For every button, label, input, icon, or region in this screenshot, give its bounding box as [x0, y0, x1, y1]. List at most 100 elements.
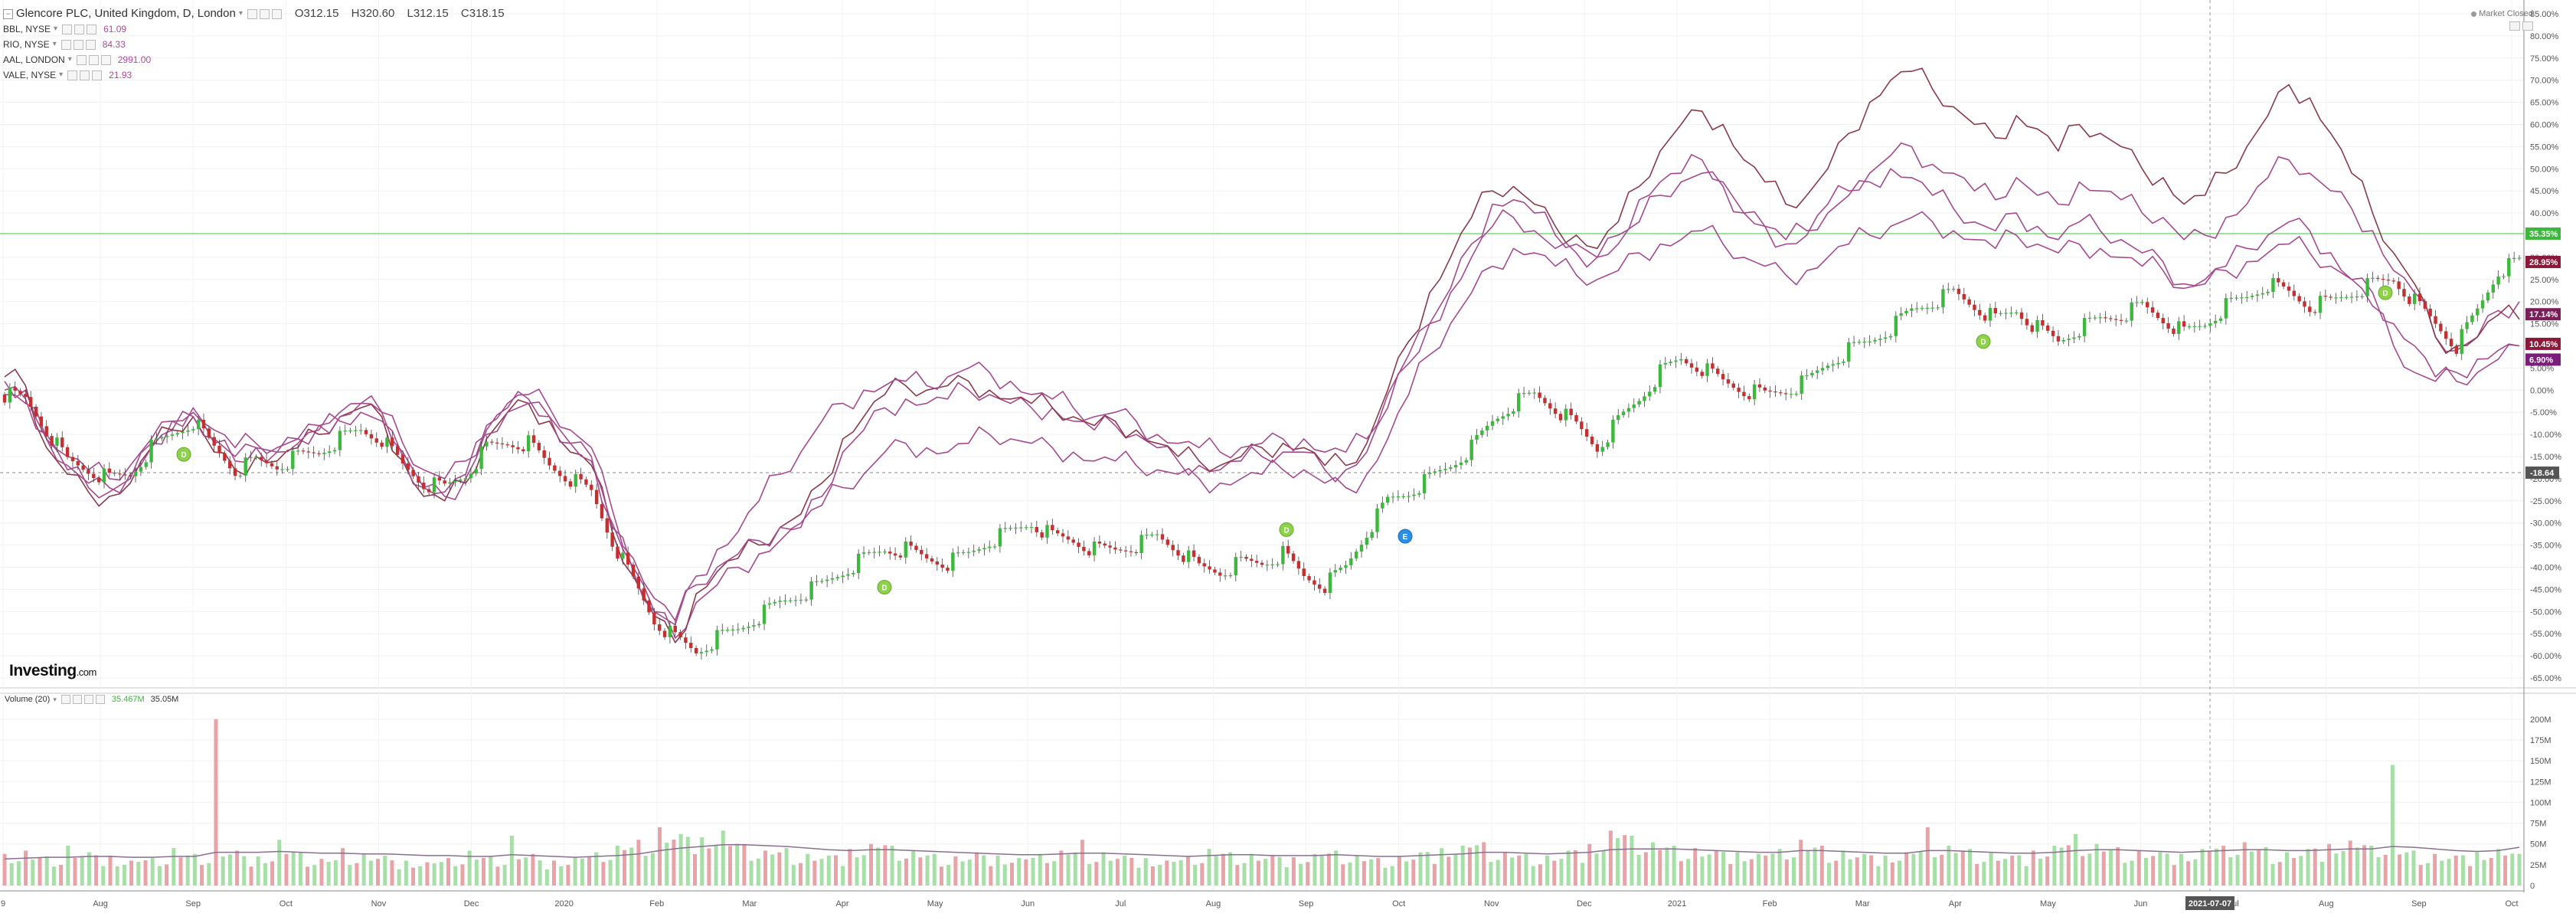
volume-bar [2151, 856, 2156, 886]
volume-bar [939, 866, 943, 886]
volume-bar [1890, 862, 1894, 886]
chevron-down-icon[interactable]: ▾ [67, 55, 72, 64]
settings-icon[interactable] [62, 24, 73, 34]
settings-icon[interactable] [67, 70, 78, 80]
candle-body [139, 467, 143, 472]
candle-body [1501, 416, 1505, 419]
candle-body [537, 443, 541, 450]
candle-body [1119, 549, 1123, 551]
volume-bar [2292, 857, 2296, 886]
close-icon[interactable] [83, 695, 93, 704]
candle-body [1584, 429, 1589, 437]
candle-body [1527, 392, 1532, 394]
maximize-button[interactable] [2522, 21, 2533, 31]
compare-legend: BBL, NYSE ▾ 61.09 RIO, NYSE ▾ 84.33 AAL, LONDO… [3, 21, 514, 83]
candle-body [1522, 393, 1526, 395]
collapse-toggle-button[interactable]: − [3, 8, 13, 19]
volume-bar [861, 855, 866, 886]
candle-body [479, 446, 483, 470]
volume-bar [2172, 865, 2176, 886]
candle-body [39, 416, 44, 427]
settings-icon[interactable] [60, 695, 70, 704]
close-icon[interactable] [100, 54, 111, 65]
hide-icon[interactable] [88, 54, 99, 65]
candle-body [804, 599, 808, 601]
candle-body [1983, 315, 1987, 321]
candle-body [1674, 360, 1678, 362]
volume-bar [397, 869, 401, 886]
volume-bar [165, 864, 169, 886]
volume-bar [1834, 860, 1839, 886]
settings-button[interactable] [2509, 21, 2520, 31]
candle-body [1716, 368, 1720, 375]
candle-body [448, 482, 452, 484]
hide-icon[interactable] [74, 24, 85, 34]
candle-body [107, 468, 112, 473]
candle-body [1234, 557, 1237, 575]
candle-body [1213, 569, 1217, 573]
hide-icon[interactable] [80, 70, 90, 80]
volume-bar [1440, 848, 1444, 886]
hide-icon[interactable] [72, 695, 82, 704]
settings-icon[interactable] [76, 54, 87, 65]
volume-bar [2355, 847, 2359, 886]
chevron-down-icon[interactable]: ▾ [52, 40, 57, 48]
candle-body [2345, 296, 2349, 298]
volume-bar [2186, 861, 2191, 886]
candle-body [1464, 460, 1469, 463]
volume-bar [2257, 849, 2261, 886]
more-icon[interactable] [95, 695, 105, 704]
volume-bar [1827, 863, 1832, 886]
volume-bar [946, 865, 951, 886]
candle-body [2234, 297, 2238, 299]
crosshair-date-box [2185, 896, 2234, 910]
candle-body [1171, 545, 1175, 551]
candle-body [144, 462, 148, 467]
candle-body [1322, 588, 1327, 594]
volume-bar [911, 850, 916, 886]
candle-body [275, 466, 279, 470]
candle-body [87, 470, 90, 474]
volume-bar [1165, 860, 1169, 886]
candle-body [1925, 307, 1930, 309]
volume-bar [1129, 857, 1134, 886]
volume-bar [1002, 864, 1007, 886]
chevron-down-icon[interactable]: ▾ [54, 25, 58, 33]
close-icon[interactable] [87, 24, 97, 34]
candle-body [1165, 539, 1170, 545]
candle-body [2250, 296, 2254, 297]
close-icon[interactable] [271, 8, 282, 19]
volume-bar [1707, 854, 1711, 886]
chevron-down-icon[interactable]: ▾ [53, 695, 57, 703]
settings-icon[interactable] [247, 8, 257, 19]
candle-body [1071, 539, 1075, 543]
close-icon[interactable] [85, 39, 96, 50]
brand-suffix: .com [76, 666, 97, 678]
candle-body [568, 481, 573, 487]
chevron-down-icon[interactable]: ▾ [238, 9, 243, 18]
candle-body [2229, 297, 2233, 299]
candle-body [291, 450, 295, 470]
compare-value: 2991.00 [117, 54, 152, 65]
event-marker-label: D [881, 584, 887, 593]
candle-body [2439, 323, 2443, 332]
volume-bar [2059, 847, 2064, 886]
settings-icon[interactable] [60, 39, 71, 50]
volume-bar [1291, 857, 1296, 886]
volume-bar [629, 847, 634, 886]
candle-body [196, 420, 201, 430]
close-icon[interactable] [92, 70, 103, 80]
candle-body [898, 555, 903, 558]
hide-icon[interactable] [259, 8, 270, 19]
volume-bar [1299, 863, 1303, 886]
volume-bar [812, 860, 817, 886]
volume-bar [1313, 853, 1317, 886]
volume-bar [1721, 852, 1726, 886]
candle-body [1621, 411, 1626, 415]
chevron-down-icon[interactable]: ▾ [59, 70, 64, 79]
hide-icon[interactable] [73, 39, 83, 50]
volume-bar [509, 835, 514, 886]
candle-body [1375, 508, 1379, 532]
volume-bar [1284, 867, 1289, 886]
